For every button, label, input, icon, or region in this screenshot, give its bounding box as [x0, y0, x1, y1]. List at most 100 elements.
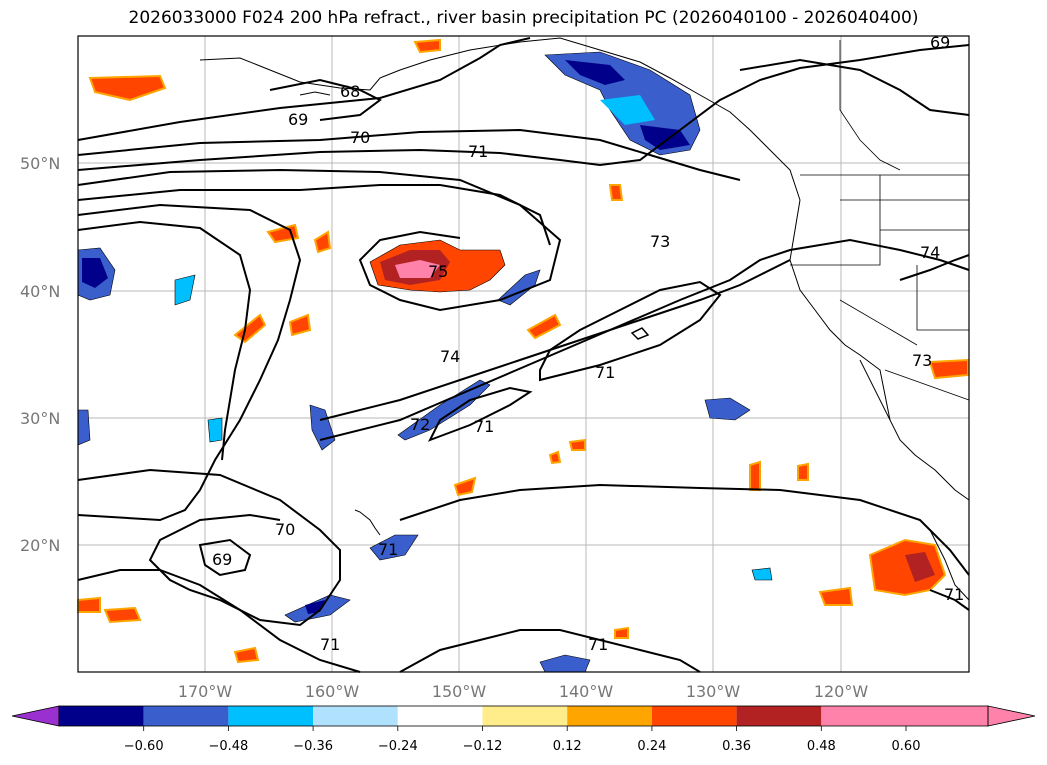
- contour-70: [77, 128, 741, 181]
- colorbar-segment: [228, 706, 314, 726]
- colorbar-segment: [821, 706, 906, 726]
- contour-71-central: [539, 280, 722, 382]
- contour-73-upper: [77, 184, 551, 246]
- contour-69-north: [77, 37, 531, 141]
- neg-blob-gulf-alaska-core: [565, 60, 625, 85]
- contour-label-69-c: 69: [930, 33, 950, 52]
- map-title: 2026033000 F024 200 hPa refract., river …: [128, 8, 919, 28]
- colorbar-tick-label: −0.36: [293, 739, 333, 754]
- colorbar-tick-label: 0.60: [892, 739, 921, 754]
- colorbar-segment: [143, 706, 229, 726]
- contour-70-south: [77, 468, 341, 627]
- lon-label-130w: 130°W: [686, 682, 741, 701]
- border-state-5: [839, 299, 918, 346]
- colorbar-tick-label: −0.48: [208, 739, 248, 754]
- neg-blob-south-2: [539, 654, 591, 673]
- pos-blob-east-3: [928, 358, 969, 380]
- contour-71-sw: [77, 569, 361, 673]
- neg-blob-central-6: [207, 417, 223, 443]
- contour-label-69-b: 69: [212, 550, 232, 569]
- pos-blob-central-2: [608, 184, 624, 201]
- map-frame: [77, 35, 970, 673]
- colorbar-extend-right: [987, 705, 1036, 727]
- contour-label-75: 75: [428, 262, 448, 281]
- contour-73-central: [319, 259, 791, 421]
- colorbar-segment: [482, 706, 568, 726]
- coastline-hawaii: [354, 509, 381, 536]
- colorbar-tick-label: −0.24: [378, 739, 418, 754]
- pos-blob-north-2: [413, 38, 441, 54]
- contour-label-71-g: 71: [944, 585, 964, 604]
- contour-label-71-d: 71: [378, 540, 398, 559]
- neg-blob-central-4: [704, 397, 751, 421]
- colorbar-segment: [906, 706, 988, 726]
- contour-71-east: [399, 483, 970, 576]
- contour-label-74-b: 74: [440, 347, 460, 366]
- pos-blob-south-4: [77, 596, 101, 613]
- contour-label-68: 68: [340, 82, 360, 101]
- pos-blob-south-2: [868, 538, 947, 597]
- border-us-mexico: [884, 369, 970, 401]
- neg-blob-central-5: [174, 274, 196, 306]
- contour-label-71-f: 71: [588, 635, 608, 654]
- colorbar-segment: [397, 706, 483, 726]
- lat-label-30n: 30°N: [20, 409, 60, 428]
- contour-73-main: [77, 203, 302, 522]
- coastline-aleutians: [299, 91, 331, 96]
- contour-label-74-a: 74: [920, 243, 940, 262]
- coastline-baja: [859, 359, 891, 421]
- contour-74: [77, 220, 252, 461]
- gridlines: [78, 36, 969, 672]
- colorbar-tick-label: 0.36: [722, 739, 751, 754]
- lon-label-140w: 140°W: [559, 682, 614, 701]
- colorbar-tick-label: 0.24: [637, 739, 666, 754]
- neg-blob-gulf-alaska-light: [600, 95, 655, 125]
- precip-shading: [77, 38, 969, 673]
- contour-label-71-b: 71: [595, 363, 615, 382]
- contour-69-ne: [739, 58, 970, 116]
- colorbar-outline: [58, 705, 989, 727]
- lat-label-40n: 40°N: [20, 282, 60, 301]
- pos-blob-main-max: [395, 260, 440, 278]
- colorbar-segment: [313, 706, 398, 726]
- pos-blob-south-3: [818, 586, 854, 606]
- pos-blob-central-1: [526, 313, 562, 340]
- colorbar-segment: [736, 706, 822, 726]
- borders: [790, 40, 970, 401]
- contour-label-73-b: 73: [912, 351, 932, 370]
- colorbar-tick-label: −0.60: [124, 739, 164, 754]
- pos-blob-east-2: [797, 462, 809, 481]
- colorbar-segment: [59, 706, 144, 726]
- contour-labels: 68 69 70 71 73 74 75 73 74 71 72 71 70 6…: [212, 33, 964, 654]
- contour-74-east: [899, 254, 970, 281]
- lon-label-170w: 170°W: [178, 682, 233, 701]
- lat-label-50n: 50°N: [20, 154, 60, 173]
- colorbar-tick-label: −0.12: [463, 739, 503, 754]
- colorbar-tick-label: 0.12: [553, 739, 582, 754]
- pos-blob-south-5: [103, 606, 142, 624]
- neg-blob-west-edge-core: [82, 258, 108, 288]
- colorbar-ticks: [143, 726, 907, 731]
- colorbar: −0.60 −0.48 −0.36 −0.24 −0.12 0.12 0.24 …: [11, 705, 1036, 754]
- pos-blob-north-1: [88, 74, 167, 102]
- pos-blob-west-2: [313, 230, 332, 254]
- colorbar-extend-left: [11, 705, 60, 727]
- contour-69-south: [198, 538, 252, 577]
- pos-blob-west-4: [288, 313, 312, 337]
- border-state-1: [790, 175, 881, 266]
- colorbar-segment: [651, 706, 737, 726]
- neg-blob-west-edge-2: [77, 409, 91, 446]
- coastline-alaska: [199, 37, 801, 201]
- contour-71-se: [399, 629, 701, 673]
- contour-label-72: 72: [410, 415, 430, 434]
- coastline-westcoast: [789, 199, 970, 501]
- longitude-labels: 170°W 160°W 150°W 140°W 130°W 120°W: [178, 682, 869, 701]
- pos-blob-small-3: [614, 626, 629, 639]
- lon-label-150w: 150°W: [432, 682, 487, 701]
- contour-label-70-b: 70: [275, 520, 295, 539]
- pos-blob-east-1: [749, 460, 761, 491]
- contour-label-73-a: 73: [650, 232, 670, 251]
- contour-label-71-c: 71: [474, 417, 494, 436]
- lat-label-20n: 20°N: [20, 536, 60, 555]
